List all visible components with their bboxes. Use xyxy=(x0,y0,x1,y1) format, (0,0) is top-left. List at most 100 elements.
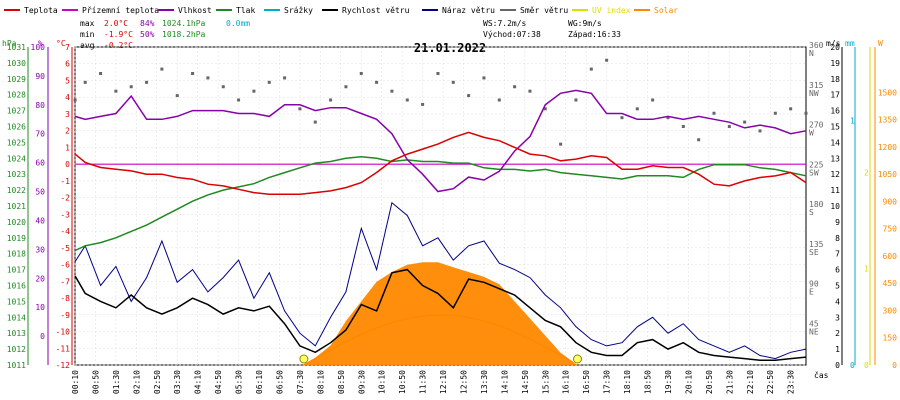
x-tick-label: 14:10 xyxy=(500,370,509,394)
x-tick-label: 16:50 xyxy=(582,370,591,394)
y-tick-label-degc: 2 xyxy=(65,127,70,136)
y-tick-label-ms: 13 xyxy=(830,154,840,163)
wind-direction-point xyxy=(467,94,471,98)
wind-direction-point xyxy=(283,76,287,80)
wind-direction-point xyxy=(681,125,685,128)
y-tick-label-dir-name: W xyxy=(809,129,814,138)
wind-direction-point xyxy=(313,120,317,124)
y-tick-label-mm: 1 xyxy=(850,116,855,125)
stat-avg-label: avg xyxy=(80,41,95,50)
y-tick-label-ms: 8 xyxy=(835,234,840,243)
wind-direction-point xyxy=(73,98,77,102)
y-tick-label-degc: 1 xyxy=(65,143,70,152)
x-tick-label: 18:50 xyxy=(644,370,653,394)
axis-unit-degc: °C xyxy=(56,39,66,48)
y-tick-label-ms: 11 xyxy=(830,186,840,195)
x-tick-label: 12:10 xyxy=(439,370,448,394)
series-gust xyxy=(74,201,807,360)
x-tick-label: 19:30 xyxy=(664,370,673,394)
y-tick-label-pct: 20 xyxy=(35,274,45,283)
y-tick-label-ms: 1 xyxy=(835,345,840,354)
y-tick-label-hpa: 1012 xyxy=(7,345,26,354)
x-tick-label: 20:10 xyxy=(684,370,693,394)
wind-direction-point xyxy=(206,76,210,80)
y-tick-label-dir: 45 xyxy=(809,319,819,328)
wind-direction-point xyxy=(635,107,639,111)
y-tick-label-degc: -11 xyxy=(56,344,71,353)
x-tick-label: 00:50 xyxy=(91,370,100,394)
x-tick-label: 01:30 xyxy=(112,370,121,394)
y-tick-label-ms: 7 xyxy=(835,250,840,259)
y-tick-label-dir-name: SW xyxy=(809,168,819,177)
wind-direction-point xyxy=(114,89,118,93)
axis-unit-pct: % xyxy=(38,39,43,48)
wind-direction-point xyxy=(329,98,333,102)
axis-unit-mm: mm xyxy=(845,39,855,48)
wind-direction-point xyxy=(589,67,593,71)
wind-direction-point xyxy=(99,72,103,75)
x-tick-label: 12:50 xyxy=(460,370,469,394)
y-tick-label-degc: -2 xyxy=(60,194,70,203)
wind-direction-point xyxy=(252,89,256,93)
wind-direction-point xyxy=(773,111,777,115)
stat-min-temp: -1.9°C xyxy=(104,30,133,39)
wind-direction-point xyxy=(666,116,670,120)
wind-direction-point xyxy=(574,98,578,102)
y-tick-label-hpa: 1020 xyxy=(7,218,26,227)
y-tick-label-pct: 80 xyxy=(35,101,45,110)
x-tick-label: 20:50 xyxy=(705,370,714,394)
legend: Teplota Přízemní teplota Vlhkost Tlak Srážky… xyxy=(4,6,678,15)
sunrise-marker xyxy=(299,354,309,364)
y-tick-label-hpa: 1024 xyxy=(7,154,26,163)
wind-direction-point xyxy=(221,85,225,89)
x-tick-label: 05:30 xyxy=(235,370,244,394)
x-tick-label: 21:30 xyxy=(725,370,734,394)
legend-item: Solar xyxy=(654,6,678,15)
wind-direction-point xyxy=(513,85,517,89)
y-tick-label-degc: -12 xyxy=(56,361,71,370)
legend-item: Přízemní teplota xyxy=(82,6,159,15)
wind-direction-point xyxy=(405,98,409,102)
y-tick-label-w: 900 xyxy=(883,197,898,206)
y-tick-label-degc: -10 xyxy=(56,328,71,337)
y-tick-label-ms: 15 xyxy=(830,123,840,132)
wind-direction-point xyxy=(390,89,394,93)
axis-unit-ms: m/s xyxy=(826,39,841,48)
legend-item: Srážky xyxy=(284,6,313,15)
y-tick-label-dir-name: N xyxy=(809,49,814,58)
legend-item: Vlhkost xyxy=(178,6,212,15)
x-tick-label: 14:50 xyxy=(521,370,530,394)
y-tick-label-w: 1200 xyxy=(878,143,897,152)
wind-direction-point xyxy=(789,107,793,111)
y-tick-label-ms: 2 xyxy=(835,329,840,338)
wind-direction-point xyxy=(804,111,808,115)
stat-max-press: 1024.1hPa xyxy=(162,19,206,28)
y-tick-label-mm: 0 xyxy=(850,361,855,370)
y-tick-label-degc: -9 xyxy=(60,311,70,320)
wind-direction-point xyxy=(359,72,363,75)
wind-direction-point xyxy=(83,80,87,84)
y-tick-label-dir: 180 xyxy=(809,200,824,209)
axes: 00:10 00:50 01:30 02:10 02:50 03:30 04:10 04:50… xyxy=(2,39,897,394)
y-tick-label-hpa: 1016 xyxy=(7,282,26,291)
wind-direction-point xyxy=(436,72,440,75)
series-wind-speed xyxy=(74,268,807,361)
y-tick-label-ms: 3 xyxy=(835,313,840,322)
stat-sunrise: Východ:07:38 xyxy=(483,30,541,39)
y-tick-label-ms: 0 xyxy=(835,361,840,370)
wind-direction-point xyxy=(743,120,747,124)
x-tick-label: 00:10 xyxy=(71,370,80,394)
x-tick-label: 02:10 xyxy=(132,370,141,394)
y-tick-label-hpa: 1023 xyxy=(7,170,26,179)
y-tick-label-ms: 10 xyxy=(830,202,840,211)
y-tick-label-degc: 4 xyxy=(65,93,70,102)
x-tick-label: 18:10 xyxy=(623,370,632,394)
sunset-marker xyxy=(572,354,582,364)
y-tick-label-w: 0 xyxy=(892,361,897,370)
x-tick-label: 08:10 xyxy=(316,370,325,394)
wind-direction-point xyxy=(758,129,762,133)
y-tick-label-uv: 0 xyxy=(864,361,869,370)
y-tick-label-hpa: 1028 xyxy=(7,91,26,100)
wind-direction-point xyxy=(421,102,425,106)
